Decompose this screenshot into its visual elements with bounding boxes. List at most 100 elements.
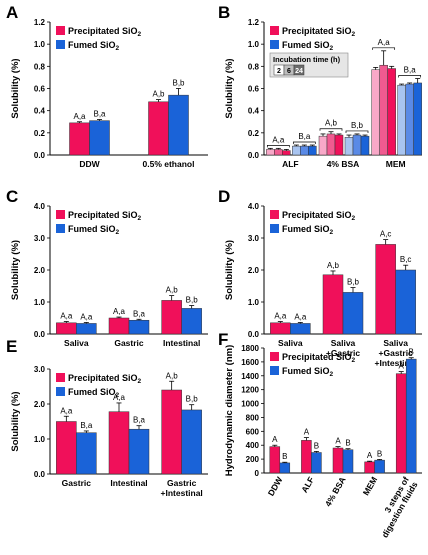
bar [168,94,189,156]
data-label: A [335,437,341,446]
bar [181,409,202,475]
y-tick-label: 1200 [241,386,259,395]
panel-letter: D [218,187,230,206]
y-tick-label: 1.0 [34,435,46,444]
legend-swatch [270,26,279,35]
bar [387,68,396,156]
y-tick-label: 0.6 [34,85,46,94]
y-tick-label: 0.0 [34,470,46,479]
y-tick-label: 0.0 [248,330,260,339]
bar [69,122,90,156]
x-tick-label: 4% BSA [323,475,348,508]
bar [375,244,396,335]
y-tick-label: 0.2 [34,129,46,138]
y-tick-label: 1.0 [248,298,260,307]
y-axis-label: Solubility (%) [10,240,21,300]
legend-label: Precipitated SiO2 [68,210,142,222]
y-axis-label: Hydrodynamic diameter (nm) [224,345,235,476]
panel-C: C Solubility (%) 0.0 1.0 2.0 3.0 4.0 Saliva A,a A… [6,187,208,348]
y-axis-label: Solubility (%) [224,58,235,118]
x-tick-label: 4% BSA [327,159,360,169]
panel-B: B Solubility (%) 0.0 0.2 0.4 0.6 0.8 1.0 1.2 ALF A… [218,3,422,169]
panel-letter: C [6,187,18,206]
bar [89,120,110,156]
x-tick-label: ALF [299,475,316,494]
legend-swatch [56,373,65,382]
bar [161,389,182,475]
panel-letter: E [6,337,17,356]
bar [108,411,130,475]
legend-label: Fumed SiO2 [282,224,334,236]
legend-label: Precipitated SiO2 [68,373,142,385]
panel-E: E Solubility (%) 0.0 1.0 2.0 3.0 Gastric A,a B,a… [6,337,208,498]
y-tick-label: 600 [246,427,260,436]
data-label: B [314,441,319,450]
y-tick-label: 400 [246,441,260,450]
data-label: A,a [60,312,73,321]
panel-letter: A [6,3,18,22]
x-tick-label: DDW [266,474,285,497]
data-label: B,a [80,421,93,430]
bar [308,145,317,156]
y-tick-label: 1800 [241,344,259,353]
y-tick-label: 1.0 [34,298,46,307]
incubation-label: Incubation time (h) [273,55,341,64]
bar [161,300,182,335]
x-tick-label: MEM [361,475,380,497]
legend-label: Precipitated SiO2 [282,26,356,38]
bar [371,69,380,156]
bar [405,83,414,156]
legend-swatch [270,210,279,219]
y-tick-label: 0.4 [34,107,46,116]
bar [279,462,291,474]
legend-swatch [56,387,65,396]
bar [344,137,354,156]
bar [352,134,362,156]
bar [128,428,150,475]
data-label: A,b [166,371,179,380]
y-tick-label: 2.0 [34,400,46,409]
bar [334,134,344,156]
legend-swatch [270,40,279,49]
data-label: A,a [378,38,391,47]
bar [322,274,344,335]
bar [266,149,275,156]
data-label: A,a [274,312,287,321]
data-label: B [377,449,382,458]
data-label: A,b [166,286,179,295]
group-bracket [345,130,369,133]
data-label: B [345,439,350,448]
bar [56,322,77,335]
y-tick-label: 4.0 [248,202,260,211]
bar [282,150,291,156]
y-tick-label: 0 [255,469,260,478]
y-tick-label: 0.4 [248,107,260,116]
legend-swatch [270,352,279,361]
bar [332,447,344,474]
y-tick-label: 1.0 [34,40,46,49]
data-label: B,a [298,132,311,141]
y-tick-label: 0.8 [34,62,46,71]
legend-swatch [56,210,65,219]
legend-swatch [56,224,65,233]
legend-label: Fumed SiO2 [68,387,120,399]
data-label: A,a [60,406,73,415]
data-label: A,a [80,312,93,321]
y-tick-label: 1000 [241,400,259,409]
x-tick-label: DDW [79,159,100,169]
legend-swatch [270,224,279,233]
y-tick-label: 1.2 [248,18,260,27]
bar [364,461,375,474]
y-tick-label: 0.0 [34,330,46,339]
bar [405,358,417,474]
x-tick-label: Gastric [62,478,92,488]
y-axis-label: Solubility (%) [224,240,235,300]
bar [301,440,312,474]
data-label: A,b [327,261,340,270]
legend-label: Precipitated SiO2 [68,26,142,38]
legend-swatch [270,366,279,375]
data-label: A,a [113,393,126,402]
data-label: A,b [325,119,338,128]
bar [318,135,328,156]
